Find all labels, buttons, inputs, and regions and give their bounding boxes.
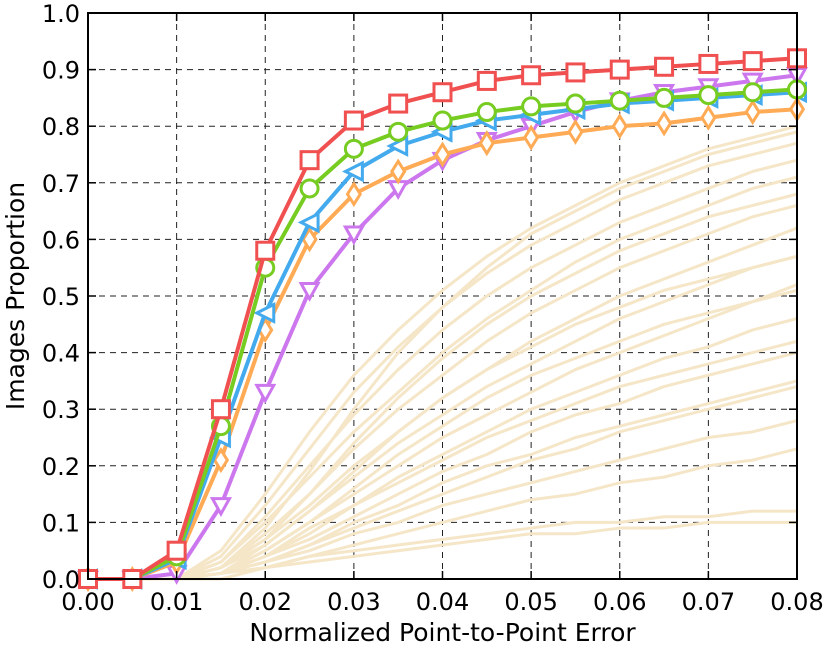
data-point [476, 102, 497, 123]
y-axis-label: Images Proportion [1, 182, 30, 410]
data-point [343, 110, 364, 131]
data-point [565, 93, 586, 114]
y-tick-label: 1.0 [42, 0, 80, 28]
x-tick-label: 0.02 [239, 588, 292, 616]
data-point [521, 65, 542, 86]
data-point [298, 282, 321, 302]
y-tick-label: 0.0 [42, 566, 80, 594]
data-point [388, 93, 409, 114]
data-point [342, 160, 364, 183]
data-point [299, 150, 320, 171]
data-point [166, 540, 187, 561]
ticks: 0.00 0.01 0.02 0.03 0.04 0.05 0.06 0.07 0.08 0.0 0… [42, 0, 824, 616]
data-point [297, 211, 320, 234]
background-series-line [88, 175, 798, 581]
x-axis-label: Normalized Point-to-Point Error [249, 618, 636, 647]
data-point [342, 225, 365, 246]
data-point [567, 118, 584, 145]
background-series-line [88, 192, 798, 581]
background-series-line [88, 379, 798, 581]
data-point [698, 85, 719, 106]
data-point [301, 226, 318, 253]
main-series [76, 48, 809, 593]
data-point [654, 87, 675, 108]
data-point [253, 302, 276, 324]
data-point [210, 399, 231, 420]
y-tick-label: 0.4 [42, 340, 80, 368]
data-point [432, 82, 453, 103]
y-tick-label: 0.8 [42, 113, 80, 141]
x-tick-label: 0.08 [770, 588, 823, 616]
data-point [299, 178, 320, 199]
data-point [434, 141, 451, 168]
data-point [390, 158, 407, 185]
y-tick-label: 0.6 [42, 226, 80, 254]
data-point [609, 59, 630, 80]
series-square [78, 48, 807, 589]
data-point [698, 53, 719, 74]
data-point [388, 121, 409, 142]
y-tick-label: 0.2 [42, 453, 80, 481]
data-point [478, 130, 495, 157]
background-series [88, 124, 798, 581]
y-tick-label: 0.1 [42, 509, 80, 537]
data-point [609, 90, 630, 111]
data-point [212, 447, 230, 474]
data-point [255, 240, 276, 261]
data-point [254, 383, 277, 404]
data-point [343, 138, 364, 159]
data-point [521, 96, 542, 117]
x-tick-label: 0.05 [504, 588, 557, 616]
x-tick-label: 0.01 [150, 588, 203, 616]
x-tick-label: 0.06 [593, 588, 646, 616]
data-point [209, 497, 232, 518]
data-point [744, 99, 761, 126]
data-point [655, 110, 673, 137]
data-point [742, 51, 763, 72]
y-tick-label: 0.9 [42, 57, 80, 85]
data-point [741, 72, 764, 93]
x-tick-label: 0.07 [682, 588, 735, 616]
data-point [565, 62, 586, 83]
y-tick-label: 0.3 [42, 396, 80, 424]
data-point [522, 124, 540, 151]
data-point [654, 56, 675, 77]
x-tick-label: 0.04 [416, 588, 469, 616]
y-tick-label: 0.7 [42, 170, 80, 198]
background-series-line [88, 124, 798, 581]
data-point [611, 113, 628, 140]
data-point [742, 82, 763, 103]
data-point [700, 104, 717, 131]
data-point [345, 181, 363, 208]
data-point [432, 110, 453, 131]
x-tick-label: 0.00 [61, 588, 114, 616]
x-tick-label: 0.03 [327, 588, 380, 616]
y-tick-label: 0.5 [42, 283, 80, 311]
data-point [476, 70, 497, 91]
